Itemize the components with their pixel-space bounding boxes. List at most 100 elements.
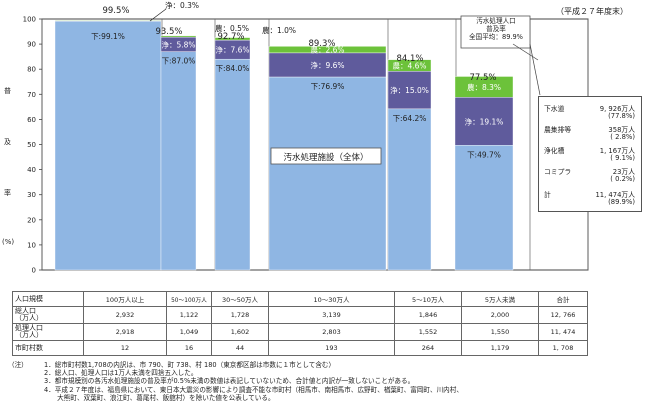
rural-label: 農：4.6% — [392, 60, 426, 70]
table-cell: 1,552 — [394, 323, 462, 341]
table-row-label: 市町村数 — [12, 340, 84, 356]
table-cell: 1,550 — [461, 323, 539, 341]
rural-label: 農：1.0% — [262, 25, 296, 35]
table-cell: 1,179 — [461, 340, 539, 356]
legend-value: 1, 167万人 — [599, 147, 635, 155]
note-line: 2．総人口、処理人口は1万人未満を四捨五入した。 — [44, 369, 198, 378]
overall-label: 汚水処理施設（全体） — [283, 152, 368, 163]
legend-label: 下水道 — [544, 105, 565, 113]
legend-pct: ( 2.8%) — [610, 133, 635, 141]
info-box: 汚水処理人口 普及率 全国平均：89.9% — [464, 17, 528, 41]
table-cell: 2,000 — [461, 306, 539, 324]
table-header-cell: 合計 — [538, 291, 588, 307]
legend-box: 下水道 9, 926万人 (77.8%) 農集排等 358万人 ( 2.8%) … — [538, 96, 642, 212]
legend-pct: ( 9.1%) — [610, 154, 635, 162]
info-box-line1: 汚水処理人口 — [476, 17, 516, 25]
fiscal-year-label: （平成２７年度末） — [556, 7, 628, 16]
total-label: 99.5% — [102, 6, 129, 16]
legend-label: 計 — [544, 191, 551, 199]
legend-connector — [529, 43, 541, 96]
y-axis-char: 及 — [4, 138, 11, 146]
bar-segment — [387, 71, 432, 110]
y-tick-label: 0 — [32, 267, 36, 275]
table-cell: 264 — [394, 340, 462, 356]
population-table: 人口規模 100万人以上 50〜100万人 30〜50万人 10〜30万人 5〜… — [12, 291, 588, 356]
note-line: 4．平成２７年度は、福島県において、東日本大震災の影響により調査不能な市町村（相… — [44, 385, 463, 394]
table-header-cell: 人口規模 — [12, 291, 84, 307]
legend-label: 浄化槽 — [544, 147, 565, 155]
legend-label: 農集排等 — [544, 126, 572, 134]
info-box-frame — [460, 15, 531, 49]
sewer-label: 下:64.2% — [393, 114, 427, 123]
bar-segment — [160, 51, 197, 271]
y-tick-label: 10 — [27, 241, 36, 249]
bar-segment — [214, 58, 251, 271]
table-cell: 12 — [83, 340, 167, 356]
note-line: 大熊町、双葉町、浪江町、葛尾村、飯舘村）を除いた値を公表している。 — [44, 393, 275, 402]
bar-segment — [454, 97, 514, 146]
table-cell: 1,122 — [166, 306, 212, 324]
leader-line — [149, 8, 167, 22]
bar-segment — [454, 76, 514, 98]
table-header-cell: 100万人以上 — [83, 291, 167, 307]
legend-value: 11, 474万人 — [595, 191, 635, 199]
table-cell: 2,803 — [268, 323, 395, 341]
total-label: 84.1% — [396, 54, 423, 64]
sewer-label: 下:84.0% — [216, 64, 250, 73]
table-header-cell: 30〜50万人 — [211, 291, 269, 307]
overall-label-box — [270, 147, 382, 165]
info-box-line2: 普及率 — [486, 25, 506, 33]
johkaso-label: 浄：9.6% — [310, 60, 344, 70]
johkaso-label: 浄：15.0% — [390, 85, 429, 95]
total-label: 92.7% — [217, 32, 244, 42]
table-cell: 16 — [166, 340, 212, 356]
y-tick-label: 100 — [23, 16, 36, 24]
table-row: 市町村数 12 16 44 193 264 1,179 1, 708 — [12, 340, 588, 356]
bar-segment — [454, 145, 514, 271]
total-label: 93.5% — [155, 27, 182, 37]
table-cell: 44 — [211, 340, 269, 356]
table-cell: 193 — [268, 340, 395, 356]
table-cell: 11, 474 — [538, 323, 588, 341]
table-row-label: 処理人口 （万人） — [12, 323, 84, 341]
notes-head: （注） — [8, 361, 28, 369]
y-tick-label: 30 — [27, 191, 36, 199]
table-row: 総人口 （万人） 2,932 1,122 1,728 3,139 1,846 2… — [12, 306, 588, 324]
rural-label: 農：0.5% — [215, 23, 249, 33]
note-line: 1．総市町村数1,708の内訳は、市 790、町 738、村 180（東京都区部… — [44, 361, 336, 369]
rural-label: 農：2.6% — [310, 45, 344, 55]
y-tick-label: 90 — [27, 41, 36, 49]
y-axis-char: 率 — [4, 189, 11, 197]
y-tick-label: 60 — [27, 116, 36, 124]
table-cell: 1, 708 — [538, 340, 588, 356]
y-tick-label: 50 — [27, 141, 36, 149]
table-header-cell: 10〜30万人 — [268, 291, 395, 307]
table-cell: 1,846 — [394, 306, 462, 324]
rural-label: 農：8.3% — [467, 82, 501, 92]
table-row: 人口規模 100万人以上 50〜100万人 30〜50万人 10〜30万人 5〜… — [12, 291, 588, 307]
legend-value: 23万人 — [612, 168, 635, 176]
total-label: 77.5% — [469, 73, 496, 83]
table-cell: 2,918 — [83, 323, 167, 341]
bar-segment — [54, 21, 162, 271]
sewer-label: 下:76.9% — [311, 82, 345, 91]
sewer-label: 下:49.7% — [467, 150, 501, 159]
total-label: 89.3% — [308, 39, 335, 49]
info-box-line3: 全国平均：89.9% — [469, 33, 523, 41]
table-cell: 1,728 — [211, 306, 269, 324]
bar-segment — [268, 46, 387, 54]
legend-pct: ( 0.2%) — [610, 175, 635, 183]
table-cell: 1,049 — [166, 323, 212, 341]
bar-segment — [160, 35, 197, 38]
y-axis-char: 普 — [4, 87, 11, 95]
johkaso-label: 浄：0.3% — [165, 0, 199, 10]
johkaso-label: 浄：19.1% — [465, 116, 504, 126]
legend-value: 358万人 — [608, 126, 635, 134]
bar-segment — [214, 37, 251, 41]
table-header-cell: 5〜10万人 — [394, 291, 462, 307]
stacked-bar-chart: 0 10 20 30 40 50 60 70 80 90 100 下:99.1% 下:87.0% 下:84… — [23, 0, 589, 275]
y-tick-label: 40 — [27, 166, 36, 174]
bar-segment — [54, 20, 162, 22]
table-row: 処理人口 （万人） 2,918 1,049 1,602 2,803 1,552 … — [12, 323, 588, 341]
bar-segment — [268, 52, 387, 78]
